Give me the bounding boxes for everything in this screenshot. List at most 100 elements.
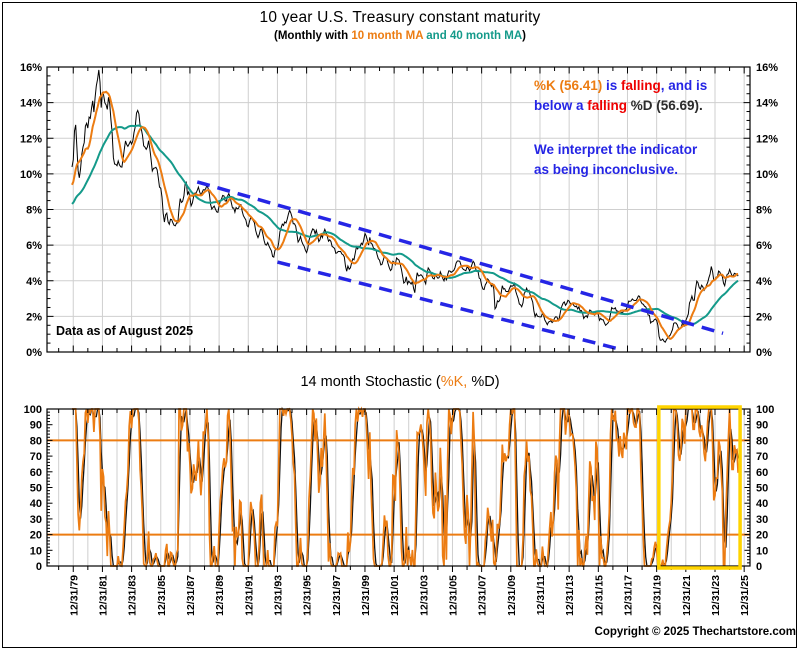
y-axis-label: 0%	[26, 347, 42, 359]
y-axis-label: 0	[36, 561, 42, 573]
y-axis-label: 4%	[756, 276, 772, 288]
y-axis-label: 0%	[756, 347, 772, 359]
x-axis-date-label: 12/31/79	[68, 575, 80, 616]
ma40-line	[71, 124, 739, 326]
y-axis-label: 20	[30, 530, 42, 542]
x-axis-date-label: 12/31/05	[447, 575, 459, 616]
text-segment: 10 month MA	[351, 30, 424, 42]
stochastic-k-line	[72, 406, 739, 567]
text-segment: falling	[587, 98, 628, 113]
text-segment: %D (56.69).	[627, 98, 703, 113]
annotation-line: as being inconclusive.	[534, 160, 764, 180]
x-axis-date-label: 12/31/15	[593, 575, 605, 616]
text-segment: )	[522, 30, 526, 42]
y-axis-label: 90	[30, 420, 42, 432]
y-axis-label: 80	[756, 435, 768, 447]
stochastic-annotation: %K (56.41) is falling, and is below a fal…	[534, 76, 764, 180]
y-axis-label: 40	[30, 498, 42, 510]
y-axis-label: 10	[30, 545, 42, 557]
stochastic-chart: 0 0 10 10 20 20 30 30 40 40 50 50 60 60 70 70 80 80 90 90 10…	[24, 404, 775, 616]
text-segment: as being inconclusive.	[534, 162, 679, 177]
x-axis-date-label: 12/31/21	[681, 575, 693, 616]
x-axis-date-label: 12/31/01	[389, 575, 401, 616]
text-segment: , and is	[660, 78, 708, 93]
y-axis-label: 2%	[756, 311, 772, 323]
x-axis-date-label: 12/31/95	[302, 575, 314, 616]
annotation-gap	[534, 116, 764, 140]
x-axis-date-label: 12/31/17	[622, 575, 634, 616]
x-axis-date-label: 12/31/03	[418, 575, 430, 616]
x-axis-date-label: 12/31/09	[506, 575, 518, 616]
y-axis-label: 100	[756, 404, 774, 416]
y-axis-label: 10%	[20, 169, 42, 181]
y-axis-label: 40	[756, 498, 768, 510]
text-segment: We interpret the indicator	[534, 142, 698, 157]
x-axis-date-label: 12/31/19	[652, 575, 664, 616]
text-segment: is	[602, 78, 622, 93]
annotation-line: below a falling %D (56.69).	[534, 96, 764, 116]
y-axis-label: 8%	[26, 205, 42, 217]
y-axis-label: 100	[24, 404, 42, 416]
trend-channel-upper	[196, 180, 724, 335]
y-axis-label: 10%	[756, 169, 778, 181]
x-axis-date-label: 12/31/87	[185, 575, 197, 616]
y-axis-label: 16%	[20, 62, 42, 74]
y-axis-label: 12%	[20, 133, 42, 145]
text-segment: 14 month Stochastic (	[300, 374, 441, 390]
y-axis-label: 70	[756, 451, 768, 463]
text-segment: falling	[621, 78, 661, 93]
text-segment: below a	[534, 98, 588, 113]
annotation-line: %K (56.41) is falling, and is	[534, 76, 764, 96]
x-axis-date-label: 12/31/85	[156, 575, 168, 616]
annotation-line: We interpret the indicator	[534, 140, 764, 160]
x-axis-date-label: 12/31/25	[739, 575, 751, 616]
text-segment: %D)	[467, 374, 500, 390]
y-axis-label: 80	[30, 435, 42, 447]
trend-channel-lower	[277, 260, 624, 352]
y-axis-label: 16%	[756, 62, 778, 74]
x-axis-date-label: 12/31/13	[564, 575, 576, 616]
y-axis-label: 6%	[756, 240, 772, 252]
x-axis-date-label: 12/31/83	[127, 575, 139, 616]
page-subtitle: (Monthly with 10 month MA and 40 month M…	[0, 30, 800, 42]
text-segment: (Monthly with	[274, 30, 352, 42]
highlight-box	[657, 405, 742, 570]
y-axis-label: 10	[756, 545, 768, 557]
page-title: 10 year U.S. Treasury constant maturity	[259, 9, 541, 26]
text-segment: %K (56.41)	[534, 78, 603, 93]
x-axis-date-label: 12/31/93	[272, 575, 284, 616]
y-axis-label: 30	[30, 514, 42, 526]
y-axis-label: 50	[756, 483, 768, 495]
y-axis-label: 4%	[26, 276, 42, 288]
text-segment: and	[423, 30, 450, 42]
x-axis-date-label: 12/31/07	[477, 575, 489, 616]
y-axis-label: 20	[756, 530, 768, 542]
text-segment: %K,	[440, 374, 468, 390]
x-axis-date-label: 12/31/91	[243, 575, 255, 616]
y-axis-label: 0	[756, 561, 762, 573]
y-axis-label: 60	[30, 467, 42, 479]
x-axis-date-label: 12/31/97	[331, 575, 343, 616]
ma10-line	[71, 90, 739, 340]
x-axis-date-label: 12/31/89	[214, 575, 226, 616]
y-axis-label: 12%	[756, 133, 778, 145]
x-axis-date-label: 12/31/99	[360, 575, 372, 616]
data-as-of-note: Data as of August 2025	[56, 324, 194, 338]
y-axis-label: 6%	[26, 240, 42, 252]
x-axis-date-label: 12/31/11	[535, 575, 547, 615]
y-axis-label: 70	[30, 451, 42, 463]
y-axis-label: 2%	[26, 311, 42, 323]
x-axis-date-label: 12/31/81	[97, 575, 109, 616]
x-axis-date-label: 12/31/23	[710, 575, 722, 616]
y-axis-label: 90	[756, 420, 768, 432]
y-axis-label: 8%	[756, 205, 772, 217]
stochastic-chart-title: 14 month Stochastic (%K, %D)	[0, 374, 800, 390]
copyright-text: Copyright © 2025 Thechartstore.com	[594, 626, 796, 638]
y-axis-label: 50	[30, 483, 42, 495]
y-axis-label: 14%	[756, 98, 778, 110]
y-axis-label: 60	[756, 467, 768, 479]
treasury-chart: 0% 0% 2% 2% 4% 4% 6% 6% 8% 8% 10% 10% 12% 12% 14% 14% 16…	[20, 62, 778, 359]
